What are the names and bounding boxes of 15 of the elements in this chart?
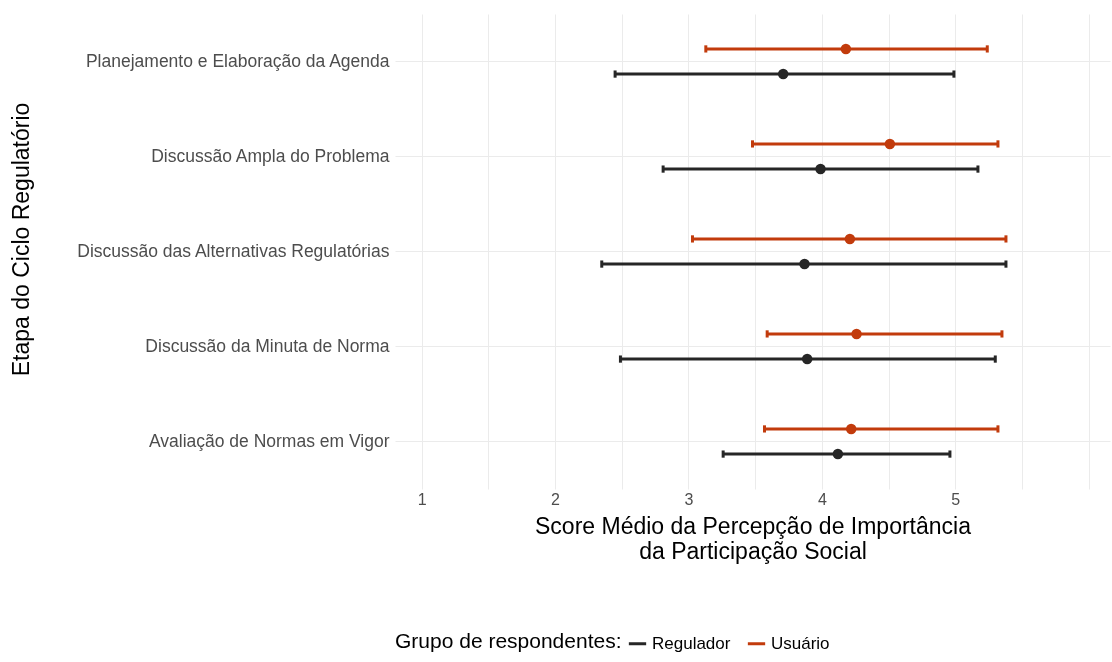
x-tick-label: 5 [951,490,961,508]
x-tick-label: 2 [551,490,561,508]
legend-label: Usuário [771,633,830,653]
x-tick-label: 3 [684,490,694,508]
y-tick-label: Discussão da Minuta de Norma [145,335,390,356]
y-tick-label: Discussão Ampla do Problema [151,145,390,166]
x-tick-label: 1 [417,490,427,508]
y-tick-label: Planejamento e Elaboração da Agenda [85,50,390,71]
y-axis-title: Etapa do Ciclo Regulatório [7,102,34,377]
legend-title: Grupo de respondentes: [395,629,622,652]
y-tick-label: Discussão das Alternativas Regulatórias [77,240,390,261]
y-tick-label: Avaliação de Normas em Vigor [148,430,390,451]
x-tick-label: 4 [817,490,827,508]
legend-label: Regulador [652,633,731,653]
x-axis-title: Score Médio da Percepção de Importância da Participação Social [535,512,972,564]
